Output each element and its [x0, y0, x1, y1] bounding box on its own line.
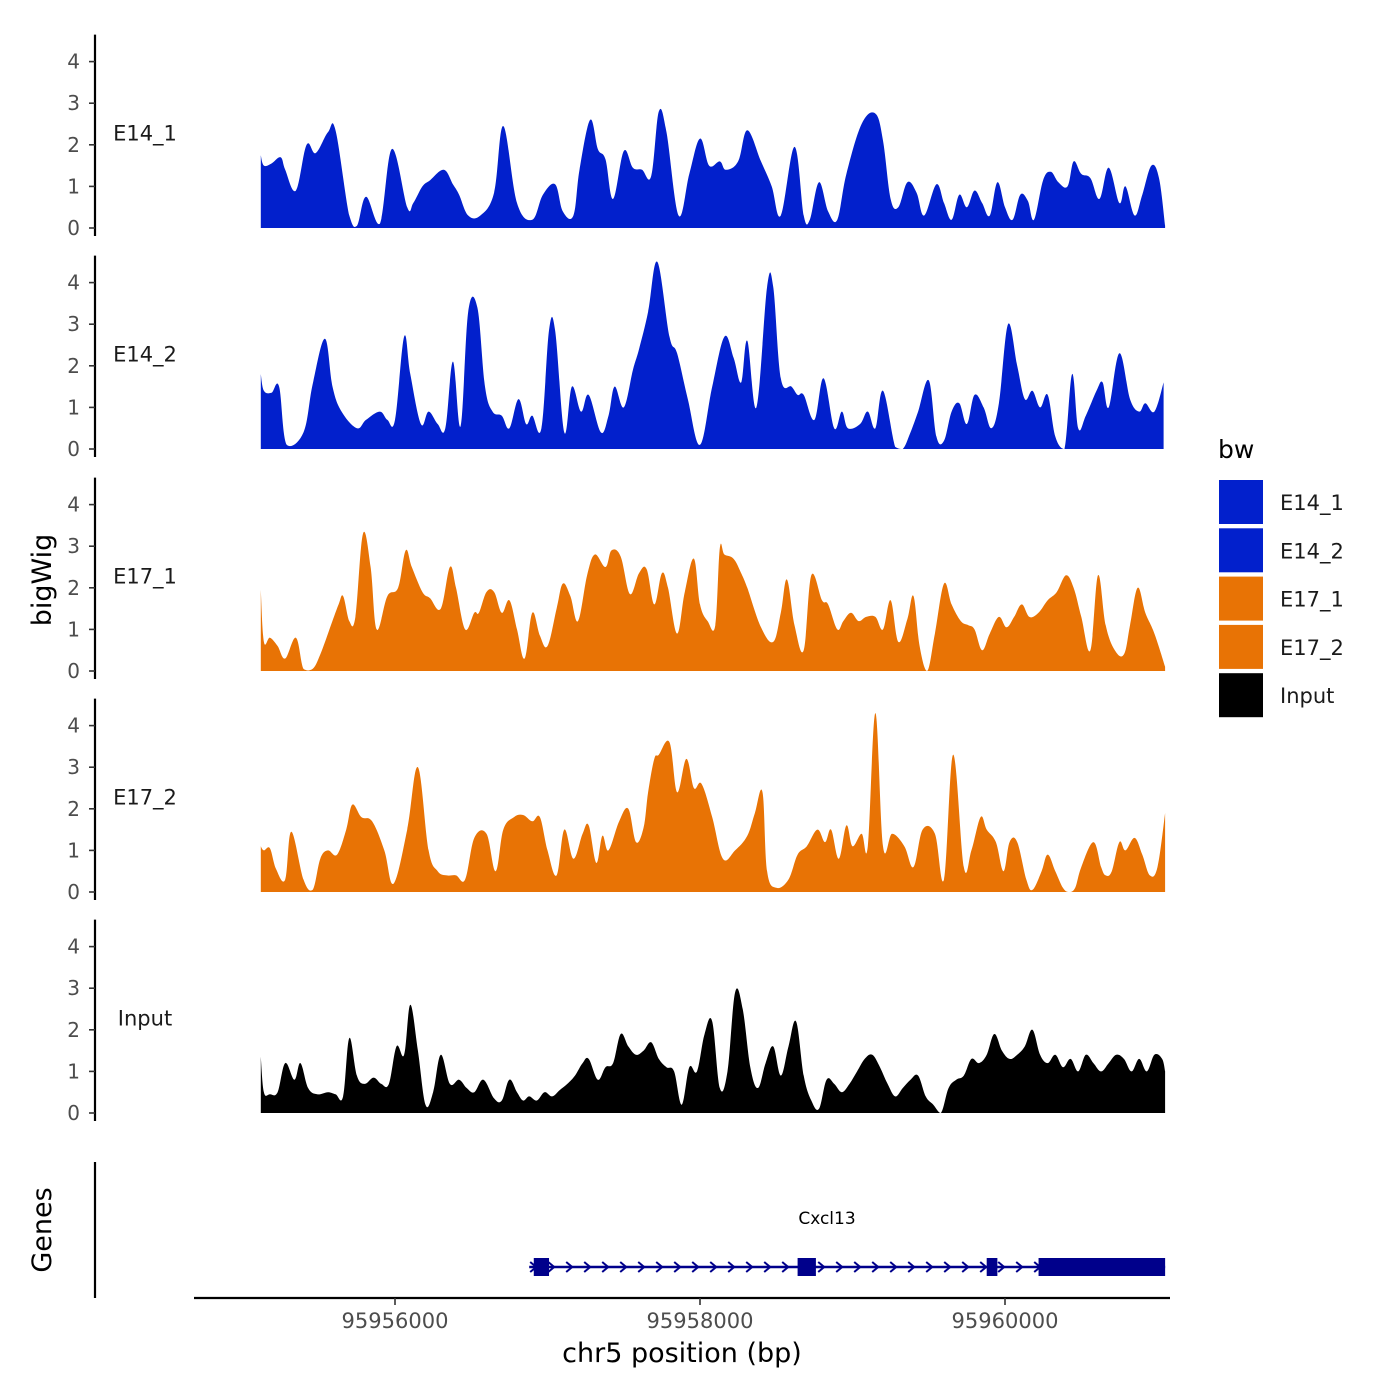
y-tick-label: 0 [67, 437, 80, 461]
x-tick-label: 95958000 [647, 1309, 754, 1333]
y-tick-label: 2 [67, 797, 80, 821]
strand-arrow [763, 1261, 772, 1273]
track-E17_1: 0 1 2 3 4 E17_1 [67, 477, 1166, 683]
coverage-area-Input [260, 988, 1166, 1113]
strand-arrow [727, 1261, 736, 1273]
gene-exon [1038, 1258, 1166, 1276]
x-tick-label: 95960000 [952, 1309, 1059, 1333]
y-tick-label: 2 [67, 133, 80, 157]
legend: bw E14_1 E14_2 E17_1 E17_2 Input [1218, 435, 1344, 718]
y-tick-label: 0 [67, 1101, 80, 1125]
coverage-area-E14_2 [260, 261, 1164, 449]
y-tick-label: 1 [67, 174, 80, 198]
strand-arrow [637, 1261, 646, 1273]
strand-arrow [979, 1261, 988, 1273]
legend-label-E14_1: E14_1 [1280, 491, 1344, 516]
gene-exon [797, 1258, 816, 1276]
y-tick-label: 0 [67, 659, 80, 683]
strand-arrow [907, 1261, 916, 1273]
y-tick-label: 1 [67, 1059, 80, 1083]
legend-label-E14_2: E14_2 [1280, 539, 1344, 564]
strand-arrow [691, 1261, 700, 1273]
legend-swatch-E14_1 [1219, 480, 1263, 524]
y-tick-label: 3 [67, 534, 80, 558]
y-axis-title: bigWig [27, 534, 58, 627]
y-tick-label: 3 [67, 976, 80, 1000]
legend-label-E17_2: E17_2 [1280, 636, 1344, 661]
strand-arrow [853, 1261, 862, 1273]
track-label: E17_2 [113, 786, 177, 811]
strand-arrow [961, 1261, 970, 1273]
strand-arrow [709, 1261, 718, 1273]
y-tick-label: 4 [67, 493, 80, 517]
y-tick-label: 4 [67, 714, 80, 738]
strand-arrow [601, 1261, 610, 1273]
y-tick-label: 3 [67, 91, 80, 115]
y-tick-label: 3 [67, 755, 80, 779]
y-tick-label: 4 [67, 50, 80, 74]
gene-label: Cxcl13 [798, 1209, 855, 1229]
legend-title: bw [1218, 435, 1254, 464]
strand-arrow [781, 1261, 790, 1273]
strand-arrow [871, 1261, 880, 1273]
track-E14_2: 0 1 2 3 4 E14_2 [67, 255, 1164, 461]
strand-arrow [745, 1261, 754, 1273]
track-label: Input [118, 1007, 172, 1031]
coverage-area-E14_1 [260, 108, 1166, 228]
strand-arrow [997, 1261, 1006, 1273]
genes-axis-title: Genes [27, 1187, 58, 1272]
legend-swatch-E17_1 [1219, 576, 1263, 621]
y-tick-label: 3 [67, 312, 80, 336]
y-tick-label: 4 [67, 935, 80, 959]
track-label: E17_1 [113, 565, 177, 590]
strand-arrow [565, 1261, 574, 1273]
strand-arrow [889, 1261, 898, 1273]
gene-exon [986, 1258, 998, 1276]
strand-arrow [583, 1261, 592, 1273]
x-axis-title: chr5 position (bp) [562, 1338, 802, 1369]
strand-arrow [1015, 1261, 1024, 1273]
track-Input: 0 1 2 3 4 Input [67, 919, 1166, 1125]
y-tick-label: 2 [67, 1018, 80, 1042]
legend-label-E17_1: E17_1 [1280, 588, 1344, 613]
legend-swatch-Input [1219, 673, 1263, 718]
y-tick-label: 4 [67, 271, 80, 295]
legend-label-Input: Input [1280, 684, 1334, 708]
y-tick-label: 0 [67, 880, 80, 904]
track-label: E14_1 [113, 122, 177, 147]
strand-arrow [817, 1261, 826, 1273]
y-tick-label: 1 [67, 838, 80, 862]
coverage-area-E17_2 [260, 713, 1166, 892]
track-label: E14_2 [113, 343, 177, 368]
track-E14_1: 0 1 2 3 4 E14_1 [67, 34, 1166, 240]
strand-arrow [547, 1261, 556, 1273]
strand-arrow [925, 1261, 934, 1273]
y-tick-label: 2 [67, 354, 80, 378]
gene-exon [533, 1258, 550, 1276]
track-E17_2: 0 1 2 3 4 E17_2 [67, 698, 1166, 904]
strand-arrow [655, 1261, 664, 1273]
legend-swatch-E17_2 [1219, 624, 1263, 669]
tracks-layer: 0 1 2 3 4 E14_1 0 1 2 3 4 E14_2 0 1 2 3 4 E17_1 0 1 2 3 4 E17_2… [67, 34, 1166, 1125]
coverage-area-E17_1 [260, 531, 1166, 671]
legend-swatch-E14_2 [1219, 528, 1263, 573]
y-tick-label: 2 [67, 576, 80, 600]
strand-arrow [619, 1261, 628, 1273]
genes-panel: Genes Cxcl13 [27, 1162, 1166, 1298]
y-tick-label: 1 [67, 617, 80, 641]
y-tick-label: 1 [67, 395, 80, 419]
y-tick-label: 0 [67, 216, 80, 240]
strand-arrow [673, 1261, 682, 1273]
strand-arrow [943, 1261, 952, 1273]
x-axis: chr5 position (bp) 95956000 95958000 95960… [194, 1296, 1170, 1369]
x-tick-label: 95956000 [342, 1309, 449, 1333]
strand-arrow [835, 1261, 844, 1273]
